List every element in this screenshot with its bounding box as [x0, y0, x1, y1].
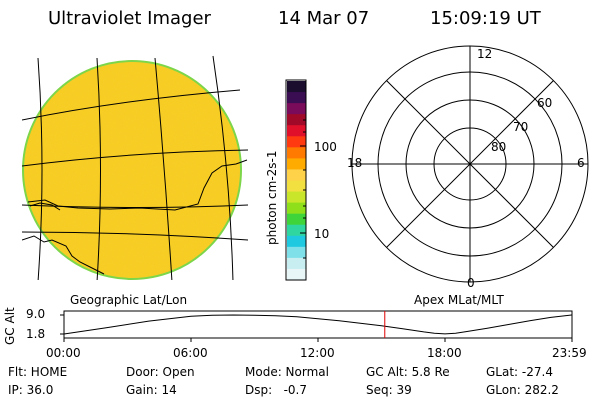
colorbar-band	[287, 191, 306, 204]
mlt-label-left: 18	[347, 156, 363, 170]
colorbar-band	[287, 169, 306, 182]
mlat-label: 70	[513, 120, 529, 134]
flight-status: Flt: HOME	[8, 365, 68, 379]
altitude-x-tick: 06:00	[173, 346, 208, 360]
colorbar-band	[287, 92, 306, 104]
colorbar-band	[287, 125, 306, 137]
meridian-line	[154, 57, 173, 280]
date-label: 14 Mar 07	[278, 8, 370, 29]
altitude-axis-label: GC Alt	[3, 307, 17, 345]
colorbar-band	[287, 147, 306, 159]
altitude-x-tick: 23:59	[552, 346, 587, 360]
mlt-label-top: 12	[477, 47, 493, 61]
colorbar-band	[287, 136, 306, 148]
altitude-ticks	[60, 314, 573, 342]
colorbar-band	[287, 158, 306, 171]
colorbar-tick-label: 10	[314, 227, 330, 241]
altitude-x-tick: 18:00	[427, 346, 462, 360]
colorbar-frame	[285, 79, 307, 281]
gc-altitude-status: GC Alt: 5.8 Re	[366, 365, 450, 379]
colorbar	[287, 81, 306, 281]
mlat-label: 80	[491, 140, 507, 154]
polar-plot	[351, 45, 589, 283]
geo-map	[22, 55, 248, 280]
mlt-label-right: 6	[577, 156, 585, 170]
meridian-line	[96, 57, 101, 280]
altitude-y-tick: 9.0	[26, 307, 46, 321]
coastline	[29, 202, 61, 211]
parallel-line	[22, 204, 248, 208]
parallel-line	[22, 149, 248, 167]
altitude-x-tick: 00:00	[46, 346, 81, 360]
altitude-y-tick: 1.8	[26, 327, 46, 341]
mlat-label: 60	[537, 96, 553, 110]
meridian-line	[37, 57, 43, 280]
colorbar-unit-label: photon cm-2s-1	[265, 150, 279, 246]
mlt-label-bottom: 0	[467, 276, 475, 290]
colorbar-band	[287, 103, 306, 115]
gain-status: Gain: 14	[126, 383, 177, 397]
coastline	[22, 235, 105, 275]
colorbar-band	[287, 224, 306, 237]
colorbar-ticks	[300, 119, 306, 259]
glon-status: GLon: 282.2	[486, 383, 559, 397]
polar-plot-label: Apex MLat/MLT	[414, 293, 504, 307]
colorbar-band	[287, 202, 306, 215]
colorbar-band	[287, 257, 306, 270]
sequence-status: Seq: 39	[366, 383, 412, 397]
instrument-title: Ultraviolet Imager	[48, 8, 211, 29]
parallel-line	[22, 89, 241, 121]
colorbar-band	[287, 114, 306, 126]
altitude-frame	[63, 310, 573, 339]
colorbar-band	[287, 81, 306, 93]
coastline	[27, 159, 248, 211]
geo-grid	[22, 55, 248, 280]
ip-status: IP: 36.0	[8, 383, 54, 397]
mode-status: Mode: Normal	[245, 365, 329, 379]
dsp-status: Dsp: -0.7	[245, 383, 308, 397]
door-status: Door: Open	[126, 365, 195, 379]
colorbar-band	[287, 235, 306, 248]
glat-status: GLat: -27.4	[486, 365, 553, 379]
colorbar-tick-label: 100	[314, 140, 337, 154]
altitude-x-tick: 12:00	[300, 346, 335, 360]
parallel-line	[22, 231, 248, 241]
polar-diagonal	[386, 80, 554, 248]
time-label: 15:09:19 UT	[430, 8, 541, 29]
meridian-line	[212, 55, 234, 280]
colorbar-band	[287, 213, 306, 226]
uv-image-texture	[24, 62, 240, 278]
colorbar-band	[287, 268, 306, 281]
geo-map-label: Geographic Lat/Lon	[70, 293, 188, 307]
colorbar-band	[287, 180, 306, 193]
colorbar-band	[287, 246, 306, 259]
altitude-series-line	[63, 314, 572, 335]
